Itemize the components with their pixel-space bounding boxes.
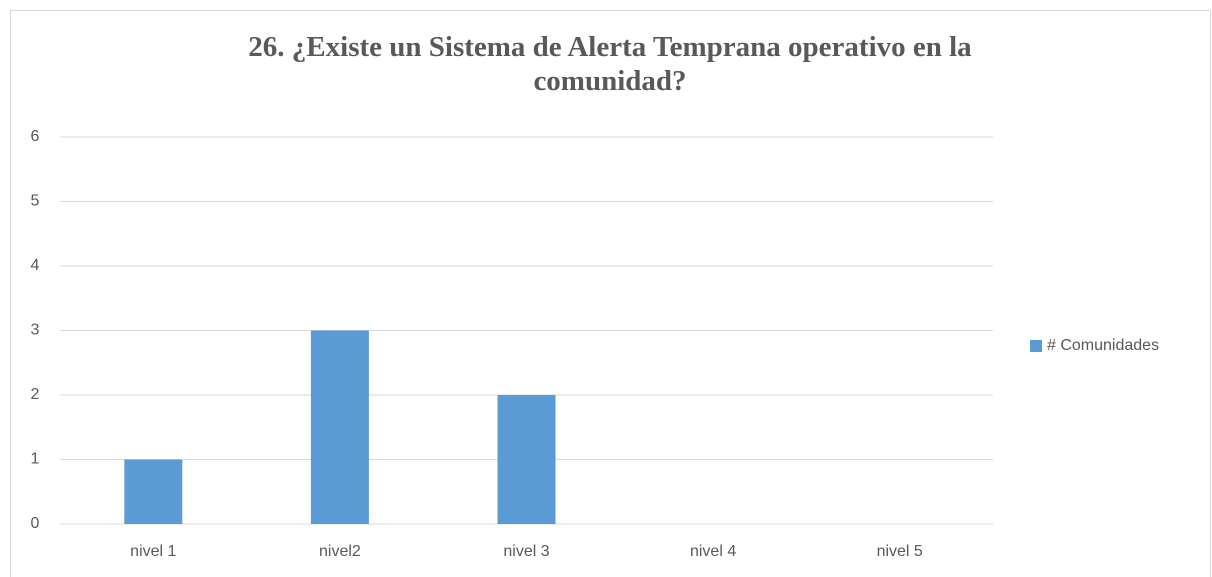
y-tick-label: 4 bbox=[31, 257, 40, 274]
y-tick-label: 0 bbox=[31, 515, 40, 532]
legend-swatch bbox=[1030, 340, 1042, 352]
bar bbox=[124, 459, 183, 524]
y-tick-label: 2 bbox=[31, 386, 40, 403]
chart-border bbox=[10, 10, 1211, 577]
y-tick-label: 1 bbox=[31, 451, 40, 468]
x-tick-label: nivel 4 bbox=[690, 543, 736, 560]
y-tick-label: 5 bbox=[31, 193, 40, 210]
x-tick-label: nivel 3 bbox=[503, 543, 549, 560]
bar bbox=[497, 395, 556, 524]
bar bbox=[310, 330, 369, 524]
legend-label: # Comunidades bbox=[1047, 337, 1159, 354]
y-tick-label: 3 bbox=[31, 322, 40, 339]
chart-title: 26. ¿Existe un Sistema de Alerta Tempran… bbox=[248, 31, 972, 97]
x-tick-label: nivel 5 bbox=[877, 543, 923, 560]
y-tick-label: 6 bbox=[31, 128, 40, 145]
x-tick-label: nivel2 bbox=[319, 543, 361, 560]
x-tick-label: nivel 1 bbox=[130, 543, 176, 560]
